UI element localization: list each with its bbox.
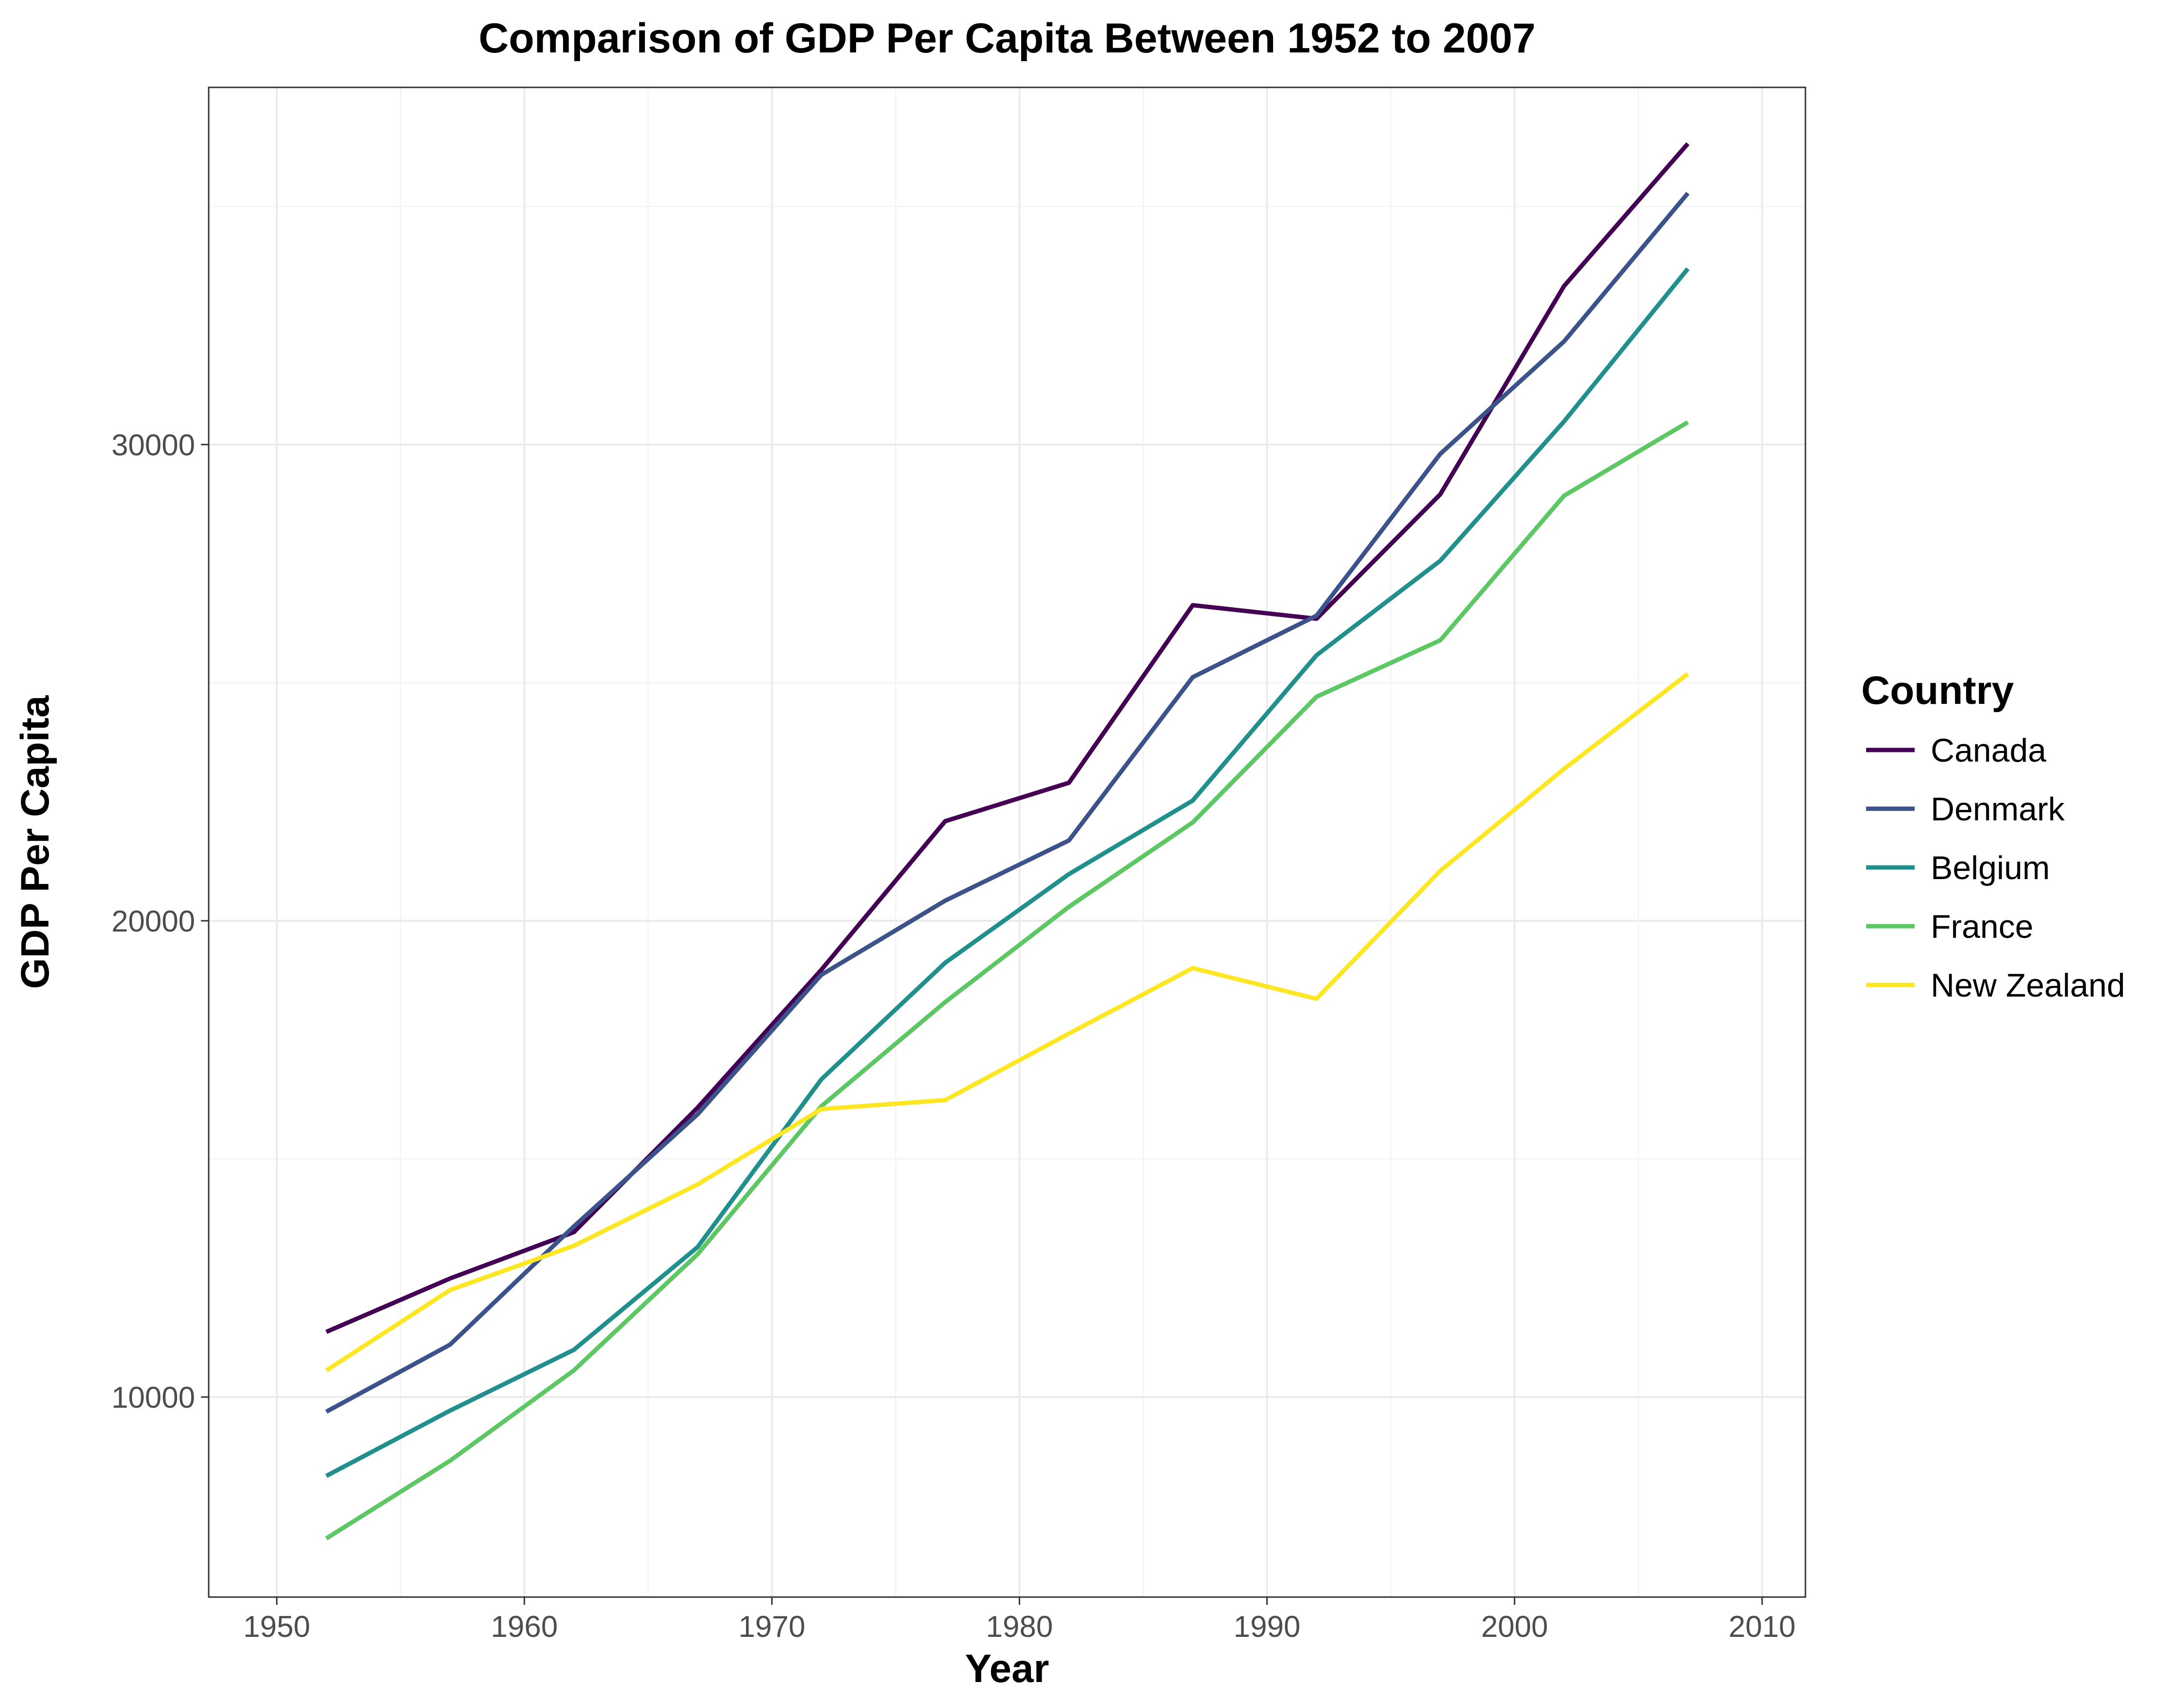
x-tick-label: 1990 — [1234, 1610, 1301, 1644]
x-tick-label: 2000 — [1481, 1610, 1548, 1644]
series-line-france — [325, 420, 1689, 1541]
x-tick-label: 2010 — [1729, 1610, 1796, 1644]
legend-label-belgium: Belgium — [1931, 850, 2050, 886]
series-line-denmark — [325, 192, 1690, 1414]
legend-label-denmark: Denmark — [1931, 791, 2065, 828]
y-tick-label: 10000 — [112, 1381, 195, 1415]
series-line-new-zealand — [325, 672, 1689, 1373]
series-lines — [325, 142, 1690, 1541]
legend: Country Canada Denmark Belgium France New Ze… — [1861, 668, 2125, 1004]
y-axis-title: GDP Per Capita — [13, 695, 57, 989]
series-line-canada — [325, 142, 1690, 1334]
legend-title: Country — [1861, 668, 2014, 713]
legend-label-new-zealand: New Zealand — [1931, 967, 2125, 1004]
y-tick-label: 30000 — [112, 429, 195, 462]
legend-label-france: France — [1931, 908, 2034, 945]
chart-title: Comparison of GDP Per Capita Between 195… — [479, 15, 1536, 62]
x-axis-ticks: 1950 1960 1970 1980 1990 2000 2010 — [243, 1597, 1796, 1644]
legend-label-canada: Canada — [1931, 732, 2046, 769]
x-tick-label: 1970 — [738, 1610, 805, 1644]
x-tick-label: 1960 — [491, 1610, 558, 1644]
x-axis-title: Year — [965, 1647, 1049, 1691]
x-tick-label: 1980 — [986, 1610, 1053, 1644]
plot-panel-border — [208, 86, 1806, 1598]
series-line-belgium — [325, 267, 1690, 1478]
y-tick-label: 20000 — [112, 905, 195, 938]
y-axis-ticks: 10000 20000 30000 — [112, 429, 209, 1415]
x-tick-label: 1950 — [243, 1610, 310, 1644]
